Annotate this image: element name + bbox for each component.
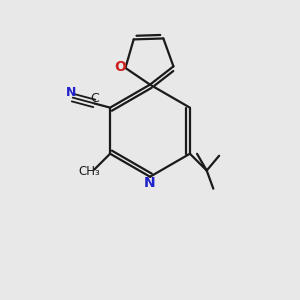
Text: C: C — [91, 92, 99, 105]
Text: N: N — [144, 176, 156, 190]
Text: CH₃: CH₃ — [78, 165, 100, 178]
Text: N: N — [66, 86, 76, 99]
Text: O: O — [114, 60, 126, 74]
